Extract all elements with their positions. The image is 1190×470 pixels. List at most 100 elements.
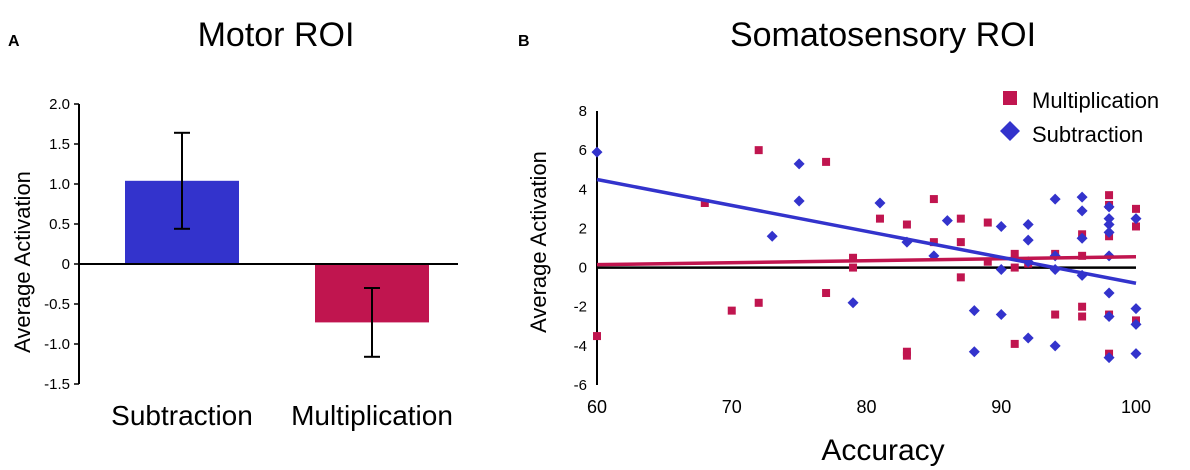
point-multiplication: [1078, 312, 1087, 321]
panel-b-xlabel: Accuracy: [821, 434, 944, 467]
panel-a-title: Motor ROI: [198, 16, 355, 54]
panel-a-y-tick-label: 2.0: [49, 96, 70, 113]
point-subtraction: [1130, 348, 1142, 360]
point-multiplication: [1051, 310, 1060, 319]
point-subtraction: [1076, 191, 1088, 203]
legend-marker-subtraction: [1000, 121, 1020, 141]
panel-b-letter: B: [518, 33, 530, 50]
point-multiplication: [822, 289, 831, 298]
point-multiplication: [1010, 339, 1019, 348]
panel-a-plot: 2.0 1.5 1.0 0.5 0 -0.5 -1.0 -1.5 Subtraction Mult…: [44, 96, 458, 431]
point-multiplication: [1132, 222, 1140, 231]
panel-a-y-tick-label: -1.5: [44, 376, 70, 393]
trendline-multiplication: [596, 255, 1137, 267]
point-subtraction: [874, 197, 886, 209]
panel-b-x-tick-label: 100: [1121, 397, 1151, 417]
point-subtraction: [995, 309, 1007, 321]
panel-a-ylabel: Average Activation: [10, 171, 35, 353]
point-subtraction: [1103, 311, 1115, 322]
point-subtraction: [1076, 232, 1088, 244]
point-multiplication: [956, 214, 965, 223]
panel-b-y-tick-label: 2: [579, 220, 587, 237]
point-subtraction: [968, 346, 980, 358]
point-subtraction: [1103, 352, 1115, 364]
point-subtraction: [1103, 213, 1115, 225]
point-multiplication: [849, 263, 858, 272]
panel-b-plot: 8 6 4 2 0 -2 -4 -660 70 80 90 100: [574, 91, 1151, 417]
point-subtraction: [1130, 303, 1142, 315]
point-subtraction: [1103, 219, 1115, 231]
point-multiplication: [849, 253, 858, 262]
legend-label-multiplication: Multiplication: [1032, 88, 1159, 113]
point-subtraction: [793, 158, 805, 170]
panel-b-y-tick-label: -4: [574, 338, 587, 355]
point-multiplication: [700, 198, 709, 207]
point-multiplication: [1105, 191, 1114, 200]
point-subtraction: [1022, 219, 1034, 231]
panel-b-y-tick-label: 6: [579, 142, 587, 159]
panel-b-x-tick-label: 90: [991, 397, 1011, 417]
point-multiplication: [983, 218, 992, 227]
point-multiplication: [875, 214, 884, 223]
panel-a-y-tick-label: 0: [62, 256, 70, 273]
point-subtraction: [928, 250, 940, 262]
point-multiplication: [983, 257, 992, 266]
point-subtraction: [995, 220, 1007, 232]
point-subtraction: [1103, 201, 1115, 213]
panel-b-ylabel: Average Activation: [526, 151, 551, 333]
point-subtraction: [793, 195, 805, 207]
trendline-subtraction: [596, 177, 1137, 285]
point-subtraction: [995, 264, 1007, 276]
point-subtraction: [591, 146, 603, 158]
category-label-subtraction: Subtraction: [111, 400, 253, 431]
point-subtraction: [1022, 332, 1034, 344]
point-subtraction: [1130, 318, 1142, 330]
legend-marker-multiplication: [1003, 91, 1017, 105]
panel-b-y-tick-label: 4: [579, 181, 587, 198]
point-subtraction: [1130, 213, 1142, 225]
point-subtraction: [1049, 340, 1061, 352]
panel-a-y-tick-label: -0.5: [44, 296, 70, 313]
panel-b-x-tick-label: 60: [587, 397, 607, 417]
point-multiplication: [1010, 249, 1019, 258]
point-multiplication: [902, 220, 911, 229]
panel-b-title: Somatosensory ROI: [730, 16, 1036, 54]
point-subtraction: [1022, 234, 1034, 246]
panel-a-y-tick-label: -1.0: [44, 336, 70, 353]
point-multiplication: [727, 306, 736, 315]
point-multiplication: [754, 298, 763, 307]
point-multiplication: [822, 157, 831, 166]
point-subtraction: [766, 230, 778, 242]
panel-a-y-tick-label: 1.5: [49, 136, 70, 153]
point-multiplication: [956, 273, 965, 282]
point-multiplication: [1078, 302, 1087, 311]
point-multiplication: [1078, 251, 1087, 260]
panel-a-letter: A: [8, 33, 20, 50]
point-multiplication: [1010, 263, 1019, 272]
point-subtraction: [941, 215, 953, 227]
point-multiplication: [929, 238, 938, 247]
point-subtraction: [1103, 226, 1115, 238]
category-label-multiplication: Multiplication: [291, 400, 453, 431]
point-multiplication: [1132, 204, 1140, 213]
point-subtraction: [1049, 193, 1061, 205]
point-multiplication: [593, 332, 601, 341]
panel-b-x-tick-label: 70: [722, 397, 742, 417]
panel-b-y-tick-label: 8: [579, 103, 587, 120]
point-subtraction: [1103, 287, 1115, 299]
point-multiplication: [902, 351, 911, 360]
panel-b-y-tick-label: -6: [574, 377, 587, 394]
point-subtraction: [847, 297, 859, 309]
point-subtraction: [1076, 205, 1088, 217]
legend-label-subtraction: Subtraction: [1032, 122, 1143, 147]
point-multiplication: [754, 146, 763, 155]
point-subtraction: [1049, 250, 1061, 262]
point-subtraction: [968, 305, 980, 317]
point-multiplication: [956, 238, 965, 247]
panel-a-y-tick-label: 1.0: [49, 176, 70, 193]
panel-b-y-tick-label: -2: [574, 299, 587, 316]
panel-b-x-tick-label: 80: [856, 397, 876, 417]
panel-a-y-tick-label: 0.5: [49, 216, 70, 233]
panel-b-y-tick-label: 0: [579, 260, 587, 277]
